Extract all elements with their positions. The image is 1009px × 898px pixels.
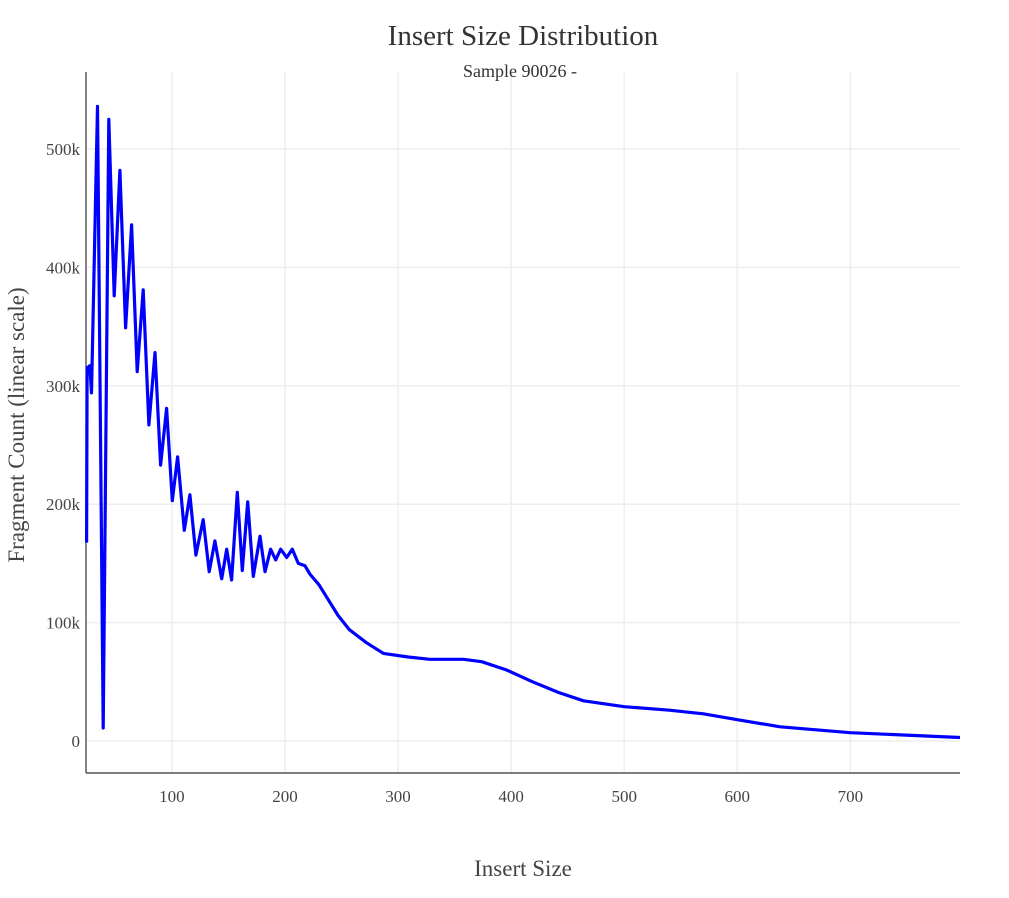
x-axis-label: Insert Size: [474, 856, 572, 881]
y-tick-label: 200k: [46, 495, 81, 514]
y-tick-labels: 0 100k 200k 300k 400k 500k: [46, 140, 81, 751]
y-axis-label: Fragment Count (linear scale): [4, 287, 29, 562]
y-tick-label: 0: [72, 732, 81, 751]
x-tick-label: 600: [725, 787, 751, 806]
x-tick-label: 100: [159, 787, 185, 806]
y-tick-label: 400k: [46, 258, 81, 277]
x-tick-label: 200: [272, 787, 298, 806]
y-tick-label: 100k: [46, 614, 81, 633]
y-tick-label: 300k: [46, 377, 81, 396]
x-tick-label: 700: [838, 787, 864, 806]
x-tick-labels: 100 200 300 400 500 600 700: [159, 787, 863, 806]
x-tick-label: 400: [498, 787, 524, 806]
y-tick-label: 500k: [46, 140, 81, 159]
series-line: [85, 104, 961, 740]
x-tick-label: 300: [385, 787, 411, 806]
x-tick-label: 500: [611, 787, 637, 806]
chart-subtitle: Sample 90026 -: [463, 61, 577, 81]
grid: [86, 72, 960, 773]
chart-title: Insert Size Distribution: [388, 20, 659, 52]
